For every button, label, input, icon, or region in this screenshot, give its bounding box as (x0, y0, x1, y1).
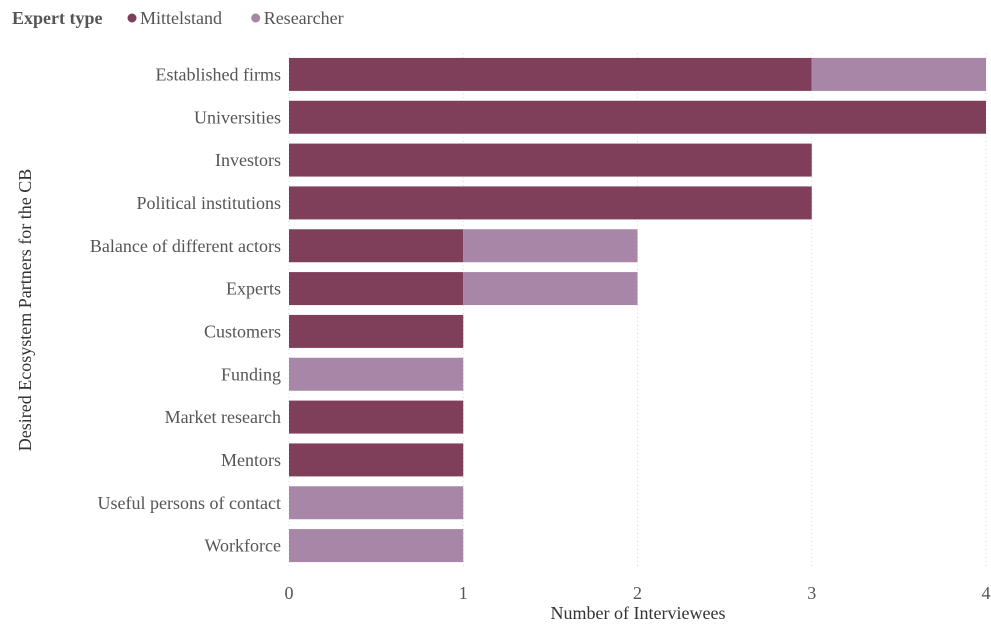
y-tick-label: Experts (226, 279, 281, 299)
gridlines (288, 53, 987, 567)
x-tick-label: 2 (633, 583, 642, 603)
bar-researcher (463, 272, 638, 306)
bar-mittelstand (289, 443, 464, 477)
x-tick-label: 0 (285, 583, 294, 603)
y-axis-label: Desired Ecosystem Partners for the CB (15, 169, 35, 451)
legend-marker-mittelstand (127, 13, 137, 23)
x-tick-label: 1 (459, 583, 468, 603)
y-tick-label: Established firms (156, 64, 281, 84)
y-tick-label: Funding (221, 364, 281, 384)
bar-researcher (289, 357, 464, 391)
bar-mittelstand (289, 229, 464, 263)
bar-mittelstand (289, 57, 812, 91)
legend-item-researcher: Researcher (251, 8, 344, 28)
x-tick-labels: 0 1 2 3 4 (285, 583, 991, 603)
bar-mittelstand (289, 314, 464, 348)
x-tick-label: 3 (807, 583, 816, 603)
y-tick-label: Market research (165, 407, 281, 427)
y-tick-label: Workforce (204, 536, 281, 556)
x-tick-label: 4 (982, 583, 991, 603)
bar-researcher (811, 57, 986, 91)
legend-label-researcher: Researcher (264, 8, 344, 28)
y-tick-label: Balance of different actors (90, 236, 281, 256)
legend-marker-researcher (251, 13, 261, 23)
x-axis-label: Number of Interviewees (551, 603, 726, 623)
y-tick-label: Universities (194, 107, 281, 127)
legend-item-mittelstand: Mittelstand (127, 8, 222, 28)
legend-title: Expert type (12, 8, 102, 28)
bar-mittelstand (289, 272, 464, 306)
bar-researcher (289, 529, 464, 563)
y-tick-label: Mentors (221, 450, 281, 470)
y-tick-label: Political institutions (136, 193, 281, 213)
bar-mittelstand (289, 143, 812, 177)
legend: Expert type Mittelstand Researcher (12, 8, 344, 28)
y-tick-label: Customers (204, 321, 281, 341)
bar-mittelstand (289, 400, 464, 434)
bars (289, 57, 986, 563)
y-tick-label: Useful persons of contact (98, 493, 281, 513)
bar-researcher (289, 486, 464, 520)
y-tick-labels: Established firms Universities Investors Po… (90, 64, 281, 555)
bar-mittelstand (289, 186, 812, 220)
legend-label-mittelstand: Mittelstand (140, 8, 222, 28)
bar-researcher (463, 229, 638, 263)
y-tick-label: Investors (215, 150, 281, 170)
legend-items: Mittelstand Researcher (127, 8, 344, 28)
bar-mittelstand (289, 100, 986, 134)
